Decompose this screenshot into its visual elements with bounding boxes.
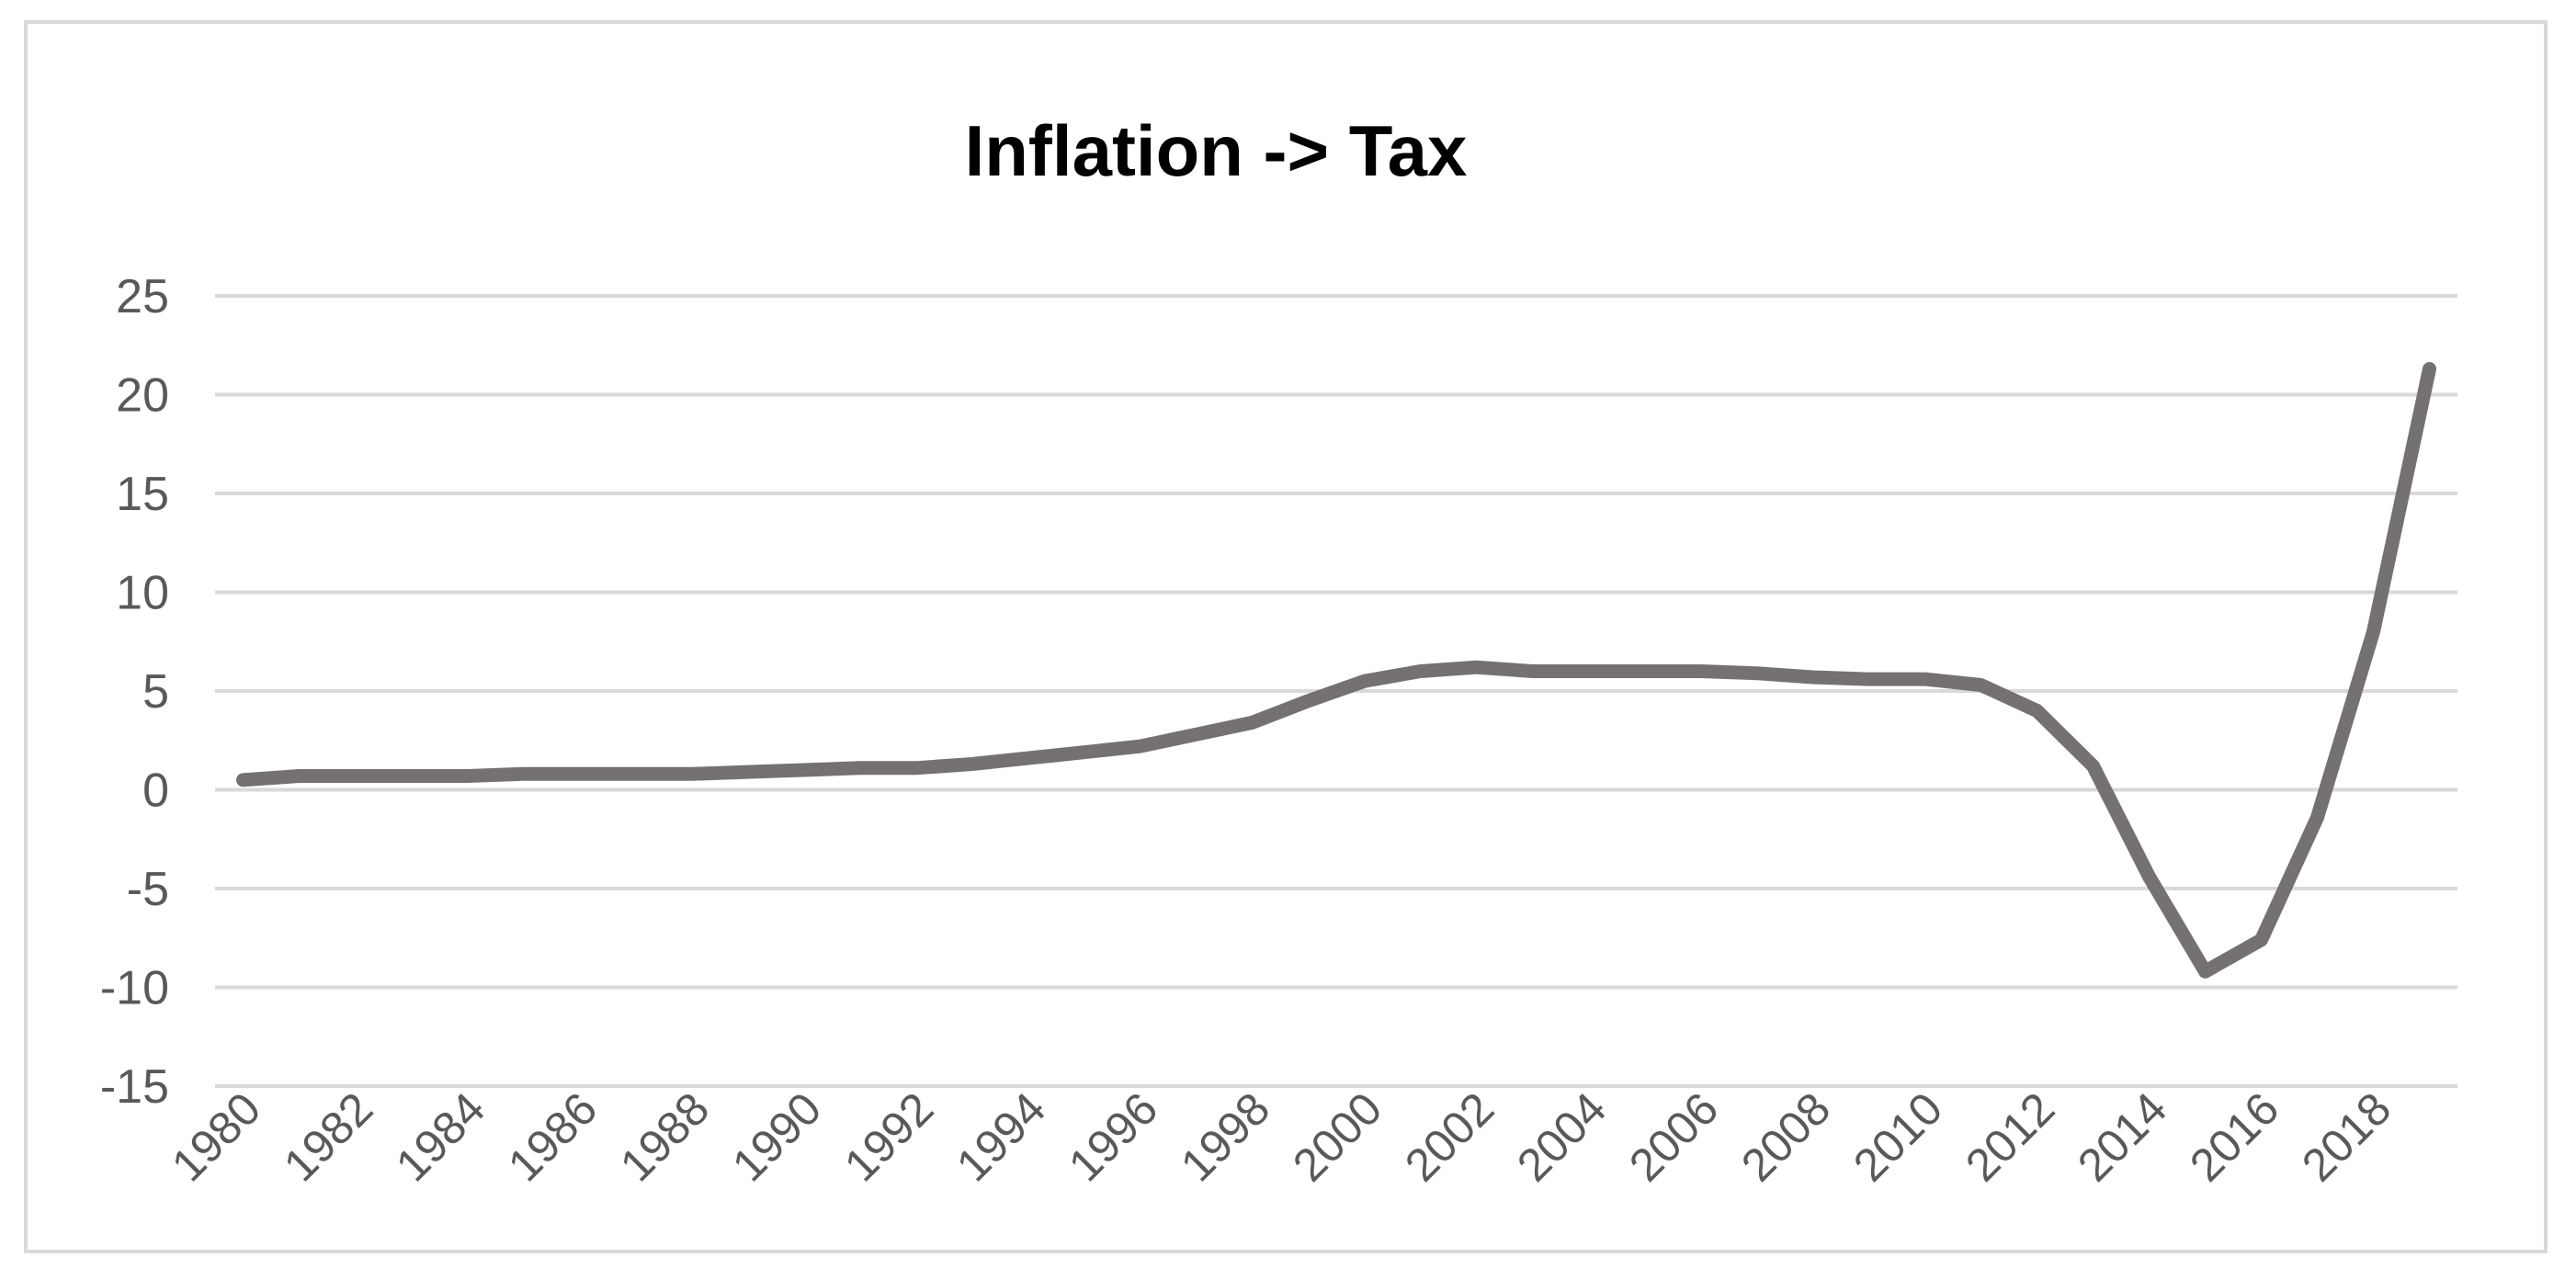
y-tick-label: 15 [116, 468, 169, 521]
x-tick-label: 2006 [1619, 1082, 1728, 1191]
series-layer [236, 362, 2436, 979]
y-tick-label: -15 [100, 1060, 169, 1114]
x-tick-label: 1992 [834, 1082, 943, 1191]
x-tick-label: 2014 [2068, 1082, 2176, 1191]
y-tick-label: 0 [142, 765, 169, 818]
x-tick-label: 2004 [1507, 1082, 1616, 1191]
series-line [236, 362, 2436, 979]
x-tick-label: 2000 [1283, 1082, 1391, 1191]
y-tick-label: -5 [127, 863, 169, 916]
chart-title: Inflation -> Tax [965, 110, 1468, 191]
x-tick-label: 1984 [386, 1082, 494, 1191]
x-tick-label: 1994 [947, 1082, 1055, 1191]
chart-frame: Inflation -> Tax 25 20 15 10 5 0 -5 -10 -15 1980… [24, 20, 2548, 1253]
x-tick-label: 2010 [1844, 1082, 1952, 1191]
y-tick-label: 20 [116, 369, 169, 423]
x-tick-label: 2018 [2292, 1082, 2400, 1191]
y-tick-label: -10 [100, 962, 169, 1015]
x-tick-label: 1998 [1171, 1082, 1279, 1191]
x-tick-label: 1980 [162, 1082, 270, 1191]
y-axis-ticks: 25 20 15 10 5 0 -5 -10 -15 [100, 270, 169, 1114]
x-tick-label: 2008 [1731, 1082, 1840, 1191]
x-tick-label: 1988 [610, 1082, 719, 1191]
x-tick-label: 1996 [1059, 1082, 1167, 1191]
x-tick-label: 2012 [1956, 1082, 2064, 1191]
y-tick-label: 10 [116, 567, 169, 620]
y-tick-label: 5 [142, 665, 169, 719]
y-tick-label: 25 [116, 270, 169, 323]
x-axis-ticks: 1980 1982 1984 1986 1988 1990 1992 1994 1996 1998… [162, 1082, 2400, 1191]
x-tick-label: 1982 [274, 1082, 382, 1191]
x-tick-label: 1986 [498, 1082, 607, 1191]
x-tick-label: 1990 [722, 1082, 831, 1191]
x-tick-label: 2016 [2180, 1082, 2288, 1191]
line-chart: Inflation -> Tax 25 20 15 10 5 0 -5 -10 -15 1980… [100, 110, 2457, 1191]
x-tick-label: 2002 [1395, 1082, 1504, 1191]
